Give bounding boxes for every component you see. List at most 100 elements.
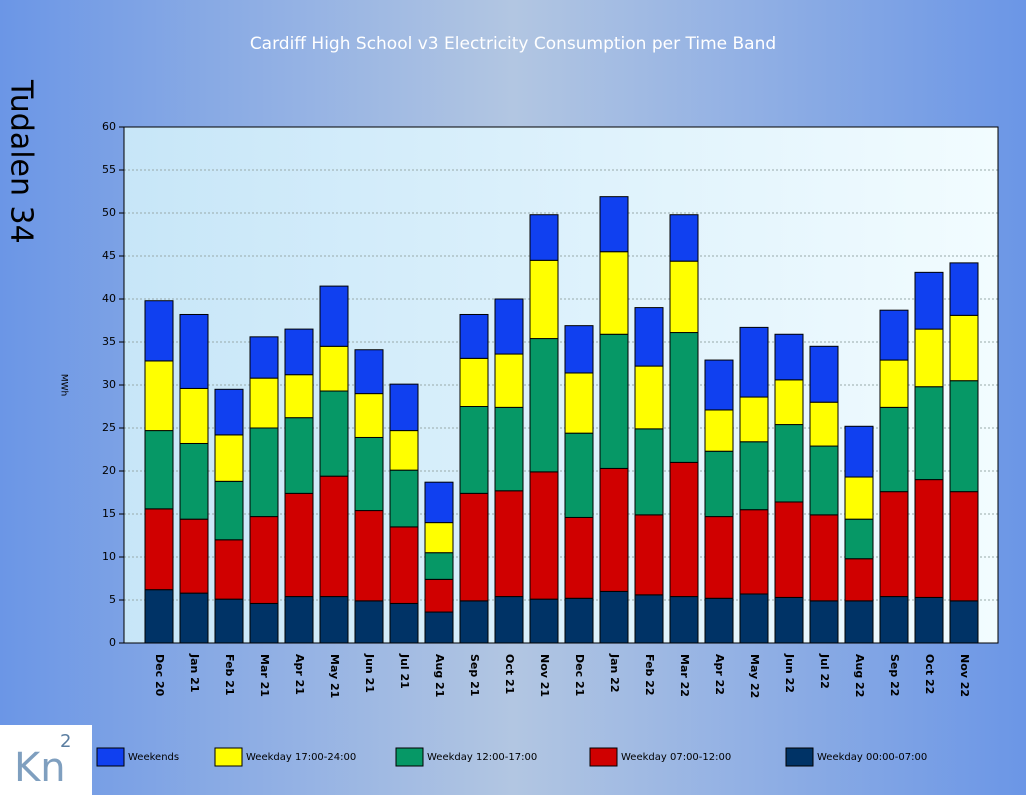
bar-segment (424, 552, 454, 580)
bar-segment (669, 596, 699, 644)
bar-segment (319, 390, 349, 477)
bar-segment (424, 522, 454, 554)
bar-segment (389, 526, 419, 604)
bar-segment (564, 325, 594, 374)
bar-segment (424, 611, 454, 644)
bar-segment (179, 387, 209, 444)
x-tick-label: Feb 22 (643, 654, 656, 696)
x-tick-label: May 21 (328, 654, 341, 698)
bar-segment (914, 386, 944, 481)
y-tick-label: 55 (102, 163, 116, 176)
x-tick-label: Apr 22 (713, 654, 726, 695)
y-tick-label: 40 (102, 292, 116, 305)
bar-segment (459, 357, 489, 407)
legend-label: Weekends (128, 752, 179, 763)
bar-segment (144, 360, 174, 432)
bar-segment (634, 365, 664, 430)
bar-segment (879, 309, 909, 361)
bar-segment (389, 430, 419, 471)
bar-segment (704, 359, 734, 411)
x-tick-label: Mar 21 (258, 654, 271, 697)
legend-swatch (785, 747, 814, 767)
bar-segment (879, 406, 909, 493)
bar-segment (179, 313, 209, 389)
bar-segment (809, 445, 839, 516)
bar-segment (354, 393, 384, 438)
bar-segment (354, 510, 384, 602)
bar-segment (389, 602, 419, 644)
bar-segment (809, 401, 839, 447)
x-tick-label: Jun 22 (783, 653, 796, 693)
bar-segment (214, 480, 244, 541)
bar-segment (949, 380, 979, 493)
bar-segment (949, 262, 979, 316)
bar-segment (214, 388, 244, 436)
bar-segment (599, 196, 629, 253)
bar-segment (249, 516, 279, 604)
bar-segment (319, 345, 349, 392)
logo-superscript: 2 (60, 731, 71, 752)
bar-segment (494, 353, 524, 408)
bar-segment (494, 298, 524, 355)
x-tick-label: Aug 21 (433, 654, 446, 697)
y-tick-label: 5 (109, 593, 116, 606)
bar-segment (914, 328, 944, 388)
bar-segment (634, 307, 664, 367)
bar-segment (564, 597, 594, 644)
logo-box (0, 725, 92, 795)
x-tick-label: Nov 22 (958, 654, 971, 697)
bar-segment (494, 406, 524, 492)
bar-segment (634, 594, 664, 644)
bar-segment (809, 600, 839, 644)
bar-segment (774, 379, 804, 426)
x-tick-label: Jul 21 (398, 653, 411, 689)
bar-segment (844, 558, 874, 602)
y-tick-label: 45 (102, 249, 116, 262)
bar-segment (599, 251, 629, 335)
bar-segment (179, 442, 209, 520)
x-tick-label: Oct 22 (923, 654, 936, 694)
bar-segment (249, 377, 279, 429)
bar-segment (249, 602, 279, 644)
bar-segment (949, 600, 979, 644)
bar-segment (284, 374, 314, 419)
x-tick-label: Sep 22 (888, 654, 901, 696)
bar-segment (494, 596, 524, 644)
x-tick-label: Jan 21 (188, 653, 201, 692)
x-tick-label: Jun 21 (363, 653, 376, 693)
y-tick-label: 20 (102, 464, 116, 477)
bar-segment (284, 328, 314, 376)
bar-segment (949, 491, 979, 602)
y-tick-label: 30 (102, 378, 116, 391)
bar-segment (144, 589, 174, 644)
bar-segment (249, 336, 279, 379)
bar-segment (879, 596, 909, 644)
y-axis-label: MWh (59, 374, 69, 396)
bar-segment (529, 338, 559, 473)
bar-segment (529, 471, 559, 600)
bar-segment (459, 313, 489, 359)
y-tick-label: 50 (102, 206, 116, 219)
x-tick-label: Dec 21 (573, 654, 586, 696)
x-tick-label: Feb 21 (223, 654, 236, 696)
bar-segment (354, 436, 384, 512)
bar-segment (739, 509, 769, 595)
bar-segment (179, 518, 209, 594)
bar-segment (179, 592, 209, 644)
x-tick-label: Jan 22 (608, 653, 621, 692)
y-tick-label: 25 (102, 421, 116, 434)
bar-segment (704, 516, 734, 599)
bar-segment (669, 461, 699, 598)
bar-segment (774, 501, 804, 598)
page-label: Tudalen 34 (4, 79, 39, 244)
x-tick-label: Oct 21 (503, 654, 516, 694)
bar-segment (739, 593, 769, 644)
bar-segment (739, 396, 769, 443)
bar-segment (564, 372, 594, 434)
bar-segment (284, 492, 314, 598)
bar-segment (914, 479, 944, 598)
bar-segment (494, 490, 524, 598)
legend-swatch (589, 747, 618, 767)
bar-segment (704, 409, 734, 452)
